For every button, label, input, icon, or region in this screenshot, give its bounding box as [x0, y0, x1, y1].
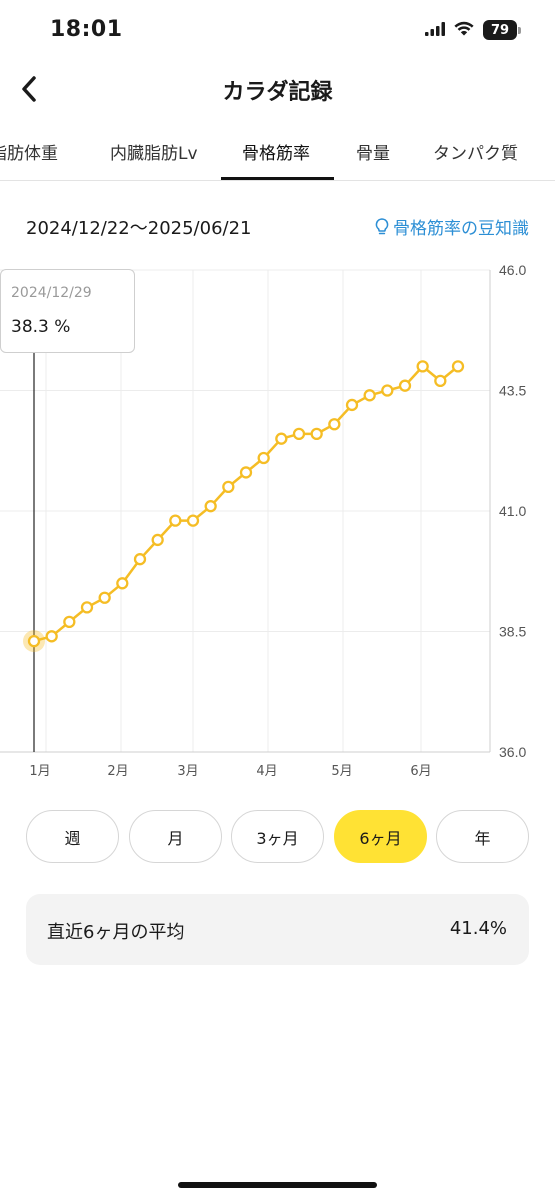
wifi-icon [454, 21, 474, 40]
tips-link-label: 骨格筋率の豆知識 [393, 219, 529, 239]
data-point [345, 398, 359, 412]
period-6-months-button[interactable]: 6ヶ月 [334, 810, 427, 863]
page-title: カラダ記録 [222, 80, 333, 105]
tips-link[interactable]: 骨格筋率の豆知識 [375, 214, 529, 239]
data-point [151, 533, 164, 547]
date-range: 2024/12/22〜2025/06/21 [26, 218, 252, 239]
header: カラダ記録 [0, 62, 555, 116]
data-point [204, 500, 217, 513]
y-tick-label: 46.0 [499, 262, 526, 278]
data-point [63, 615, 76, 629]
data-point [451, 360, 465, 373]
data-point [98, 591, 111, 604]
status-time: 18:01 [50, 17, 123, 42]
data-point [80, 601, 94, 614]
chart-tooltip: 2024/12/29 38.3 % [0, 269, 135, 353]
metric-tabs: 脂肪体重 内臓脂肪Lv 骨格筋率 骨量 タンパク質 [0, 126, 555, 181]
back-button[interactable] [8, 68, 50, 110]
status-icons: 79 [425, 20, 521, 40]
data-point [292, 427, 306, 441]
period-selector: 週 月 3ヶ月 6ヶ月 年 [0, 810, 555, 863]
chevron-left-icon [22, 76, 36, 102]
active-tab-indicator [221, 177, 334, 180]
data-point [310, 427, 323, 441]
data-point [186, 514, 200, 527]
data-point [116, 577, 129, 590]
tooltip-value: 38.3 % [11, 317, 71, 337]
cellular-signal-icon [425, 21, 445, 40]
tooltip-date: 2024/12/29 [11, 285, 92, 301]
y-tick-label: 41.0 [499, 503, 526, 519]
period-month-button[interactable]: 月 [129, 810, 222, 863]
period-week-button[interactable]: 週 [26, 810, 119, 863]
range-row: 2024/12/22〜2025/06/21 骨格筋率の豆知識 [0, 212, 555, 242]
data-point [328, 418, 341, 431]
data-point [27, 634, 41, 648]
data-point [434, 374, 447, 388]
series-line [33, 365, 459, 643]
x-tick-label: 1月 [29, 764, 50, 779]
x-tick-label: 2月 [107, 764, 128, 779]
data-point [133, 553, 147, 566]
data-point [45, 630, 58, 643]
y-tick-label: 36.0 [499, 744, 526, 760]
data-point [169, 514, 182, 527]
skeletal-muscle-chart[interactable]: 46.0 43.5 41.0 38.5 36.0 1月 2月 3月 4月 5月 6月 [0, 255, 555, 785]
tab-skeletal-muscle-rate[interactable]: 骨格筋率 [242, 144, 310, 164]
data-point [239, 466, 253, 479]
period-3-months-button[interactable]: 3ヶ月 [231, 810, 324, 863]
average-card: 直近6ヶ月の平均 41.4% [26, 894, 529, 965]
data-point [363, 389, 376, 402]
average-label: 直近6ヶ月の平均 [47, 922, 185, 943]
lightbulb-icon [375, 217, 389, 234]
data-point [222, 480, 235, 494]
tab-visceral-fat-level[interactable]: 内臓脂肪Lv [110, 144, 198, 164]
x-tick-label: 6月 [410, 764, 431, 779]
average-value: 41.4% [449, 918, 507, 939]
data-point [257, 451, 270, 465]
y-tick-label: 43.5 [499, 383, 526, 399]
data-point [398, 379, 412, 392]
battery-icon: 79 [483, 20, 521, 40]
period-year-button[interactable]: 年 [436, 810, 529, 863]
x-tick-label: 3月 [177, 764, 198, 779]
tab-fat-mass[interactable]: 脂肪体重 [0, 144, 58, 164]
tab-protein[interactable]: タンパク質 [433, 144, 518, 164]
x-tick-label: 4月 [256, 764, 277, 779]
y-tick-label: 38.5 [499, 624, 526, 640]
data-point [275, 432, 288, 445]
battery-level: 79 [490, 22, 510, 38]
data-point [381, 384, 394, 397]
home-indicator [178, 1182, 377, 1188]
data-point [416, 360, 429, 373]
tab-bone-mass[interactable]: 骨量 [356, 144, 390, 164]
status-bar: 18:01 79 [0, 0, 555, 62]
x-tick-label: 5月 [331, 764, 352, 779]
